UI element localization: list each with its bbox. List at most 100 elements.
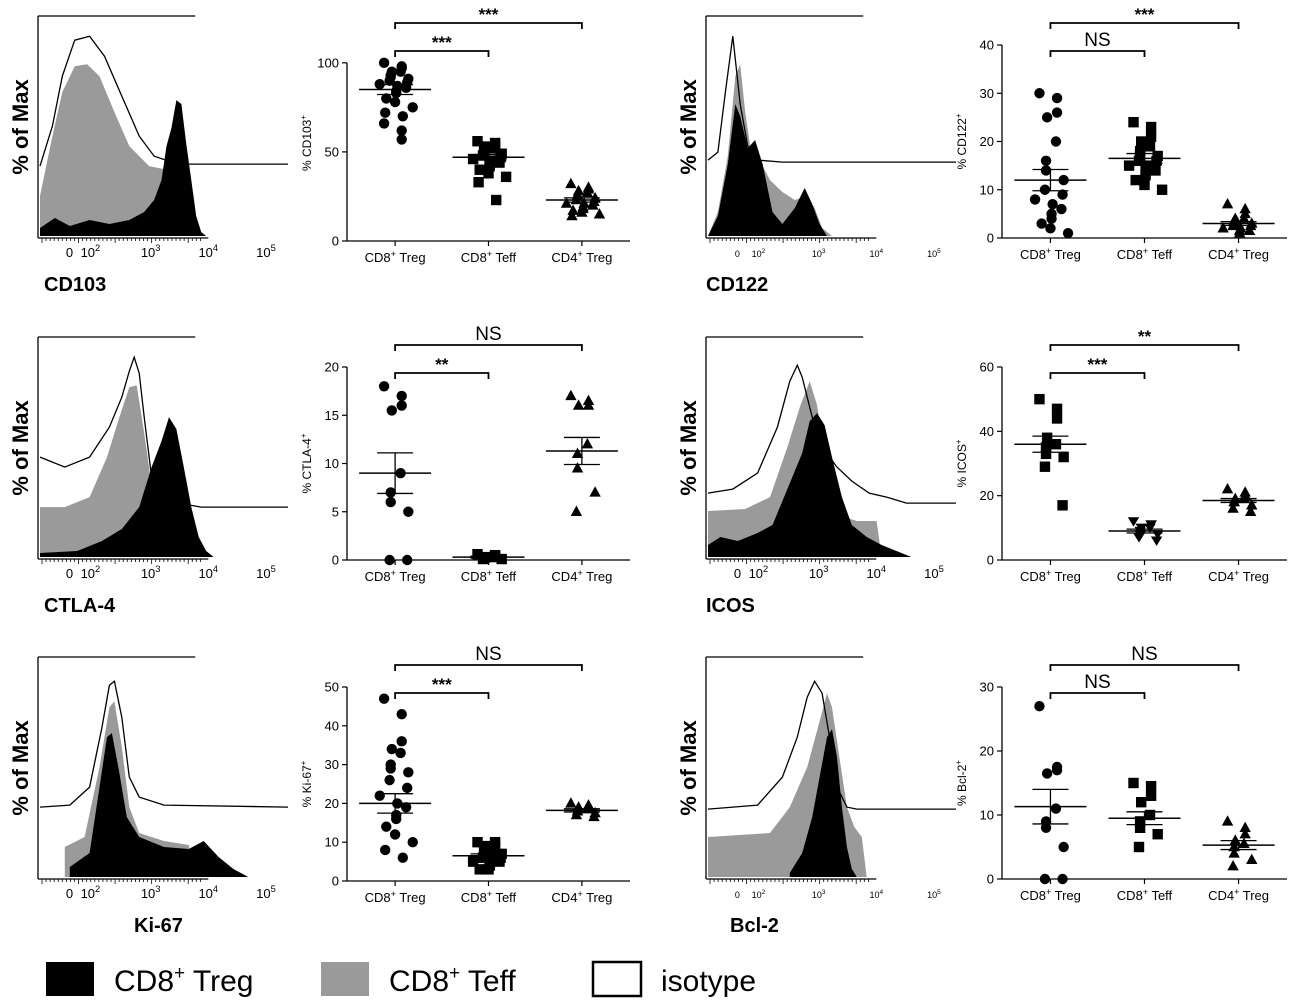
significance-bracket — [394, 22, 583, 29]
data-point — [378, 57, 390, 69]
data-point — [378, 118, 390, 129]
series-1 — [1108, 777, 1181, 853]
data-point — [472, 136, 483, 147]
data-point — [391, 813, 402, 825]
data-point — [1039, 873, 1051, 885]
y-tick-label: 0 — [332, 874, 339, 889]
category-label: CD8+ Treg — [365, 568, 426, 584]
series-0 — [1014, 393, 1087, 511]
data-point — [472, 549, 483, 560]
data-point — [403, 767, 414, 778]
data-point — [588, 810, 600, 822]
histogram-y-label: % of Max — [8, 79, 33, 175]
histogram-y-label: % of Max — [8, 720, 33, 816]
y-tick-label: 5 — [332, 504, 339, 519]
series-0 — [1014, 701, 1087, 885]
significance-bracket — [1049, 344, 1240, 351]
histogram-x-label: ICOS — [706, 595, 755, 617]
data-point — [473, 177, 484, 188]
histogram-panel-cd122: 0 102 103 104 105 % of Max CD122 — [676, 15, 956, 296]
y-axis-label: % ICOS+ — [954, 439, 969, 487]
data-point — [403, 506, 414, 517]
y-tick-label: 0 — [987, 231, 994, 246]
histogram-tick-label: 0 — [734, 566, 741, 581]
significance-label: *** — [1135, 5, 1155, 24]
legend-label: CD8+ Teff — [389, 963, 516, 998]
y-axis-label: % CD103+ — [299, 115, 314, 171]
data-point — [1144, 523, 1156, 534]
histogram-tick-label: 105 — [924, 564, 944, 581]
data-point — [1051, 107, 1063, 118]
y-tick-label: 10 — [325, 835, 339, 850]
data-point — [483, 864, 494, 875]
data-point — [1041, 768, 1053, 779]
significance-label: NS — [475, 324, 501, 345]
data-point — [386, 743, 398, 755]
data-point — [389, 96, 401, 108]
significance-label: *** — [432, 675, 452, 694]
histogram-tick-label: 0 — [735, 249, 740, 259]
isotype-histogram — [39, 35, 288, 167]
data-point — [1057, 189, 1068, 200]
series-2 — [545, 177, 618, 221]
category-label: CD8+ Teff — [461, 568, 517, 584]
histogram-tick-label: 0 — [66, 566, 73, 581]
data-point — [1227, 502, 1239, 513]
scatter-panel-4: 0 10 20 30 40 50 % Ki-67+ CD8+ Treg CD8+ Teff CD4… — [299, 644, 630, 905]
data-point — [572, 399, 585, 410]
data-point — [385, 763, 396, 774]
data-point — [1145, 790, 1157, 801]
data-point — [491, 194, 502, 206]
data-point — [565, 797, 577, 808]
category-label: CD8+ Teff — [461, 249, 517, 265]
y-axis-label: % Bcl-2+ — [954, 760, 969, 806]
series-1 — [452, 837, 525, 875]
histogram-x-label: Ki-67 — [134, 915, 183, 937]
category-label: CD8+ Teff — [1117, 568, 1173, 584]
data-point — [384, 75, 395, 86]
data-point — [593, 208, 606, 219]
data-point — [1145, 781, 1157, 792]
series-1 — [1108, 117, 1181, 195]
histogram-tick-label: 105 — [256, 564, 276, 581]
data-point — [1228, 847, 1240, 858]
histogram-tick-label: 105 — [927, 248, 941, 259]
histogram-panel-ki-67: 0 102 103 104 105 % of Max Ki-67 — [8, 656, 289, 937]
data-point — [474, 164, 485, 175]
significance-bracket — [394, 372, 490, 379]
series-2 — [545, 797, 618, 822]
histogram-tick-label: 104 — [198, 564, 218, 581]
significance-bracket — [394, 50, 490, 57]
histogram-tick-label: 0 — [66, 245, 73, 260]
histogram-tick-label: 102 — [81, 564, 101, 581]
data-point — [380, 107, 391, 118]
y-tick-label: 30 — [980, 86, 994, 101]
y-tick-label: 10 — [325, 456, 339, 471]
histogram-x-label: Bcl-2 — [730, 915, 779, 937]
series-0 — [359, 693, 432, 863]
legend-swatch — [591, 960, 643, 998]
data-point — [385, 487, 396, 498]
category-label: CD8+ Treg — [365, 249, 426, 265]
category-label: CD8+ Treg — [1020, 887, 1081, 903]
y-tick-label: 10 — [980, 808, 994, 823]
histogram-y-label: % of Max — [676, 400, 701, 496]
histogram-tick-label: 0 — [66, 886, 73, 901]
category-label: CD4+ Treg — [1208, 887, 1269, 903]
histogram-x-label: CD103 — [44, 274, 106, 296]
y-tick-label: 30 — [980, 680, 994, 695]
data-point — [385, 496, 396, 508]
data-point — [571, 447, 584, 459]
y-tick-label: 20 — [980, 744, 994, 759]
data-point — [378, 381, 390, 392]
histogram-x-label: CTLA-4 — [44, 595, 116, 617]
data-point — [1151, 155, 1162, 166]
y-axis-label: % CD122+ — [954, 113, 969, 169]
scatter-panel-2: 0 5 10 15 20 % CTLA-4+ CD8+ Treg CD8+ Teff CD4+ … — [299, 324, 630, 584]
data-point — [1039, 184, 1051, 195]
data-point — [374, 790, 385, 801]
significance-label: NS — [1084, 30, 1110, 51]
data-point — [1128, 777, 1139, 789]
isotype-histogram — [39, 355, 288, 508]
data-point — [400, 802, 412, 813]
